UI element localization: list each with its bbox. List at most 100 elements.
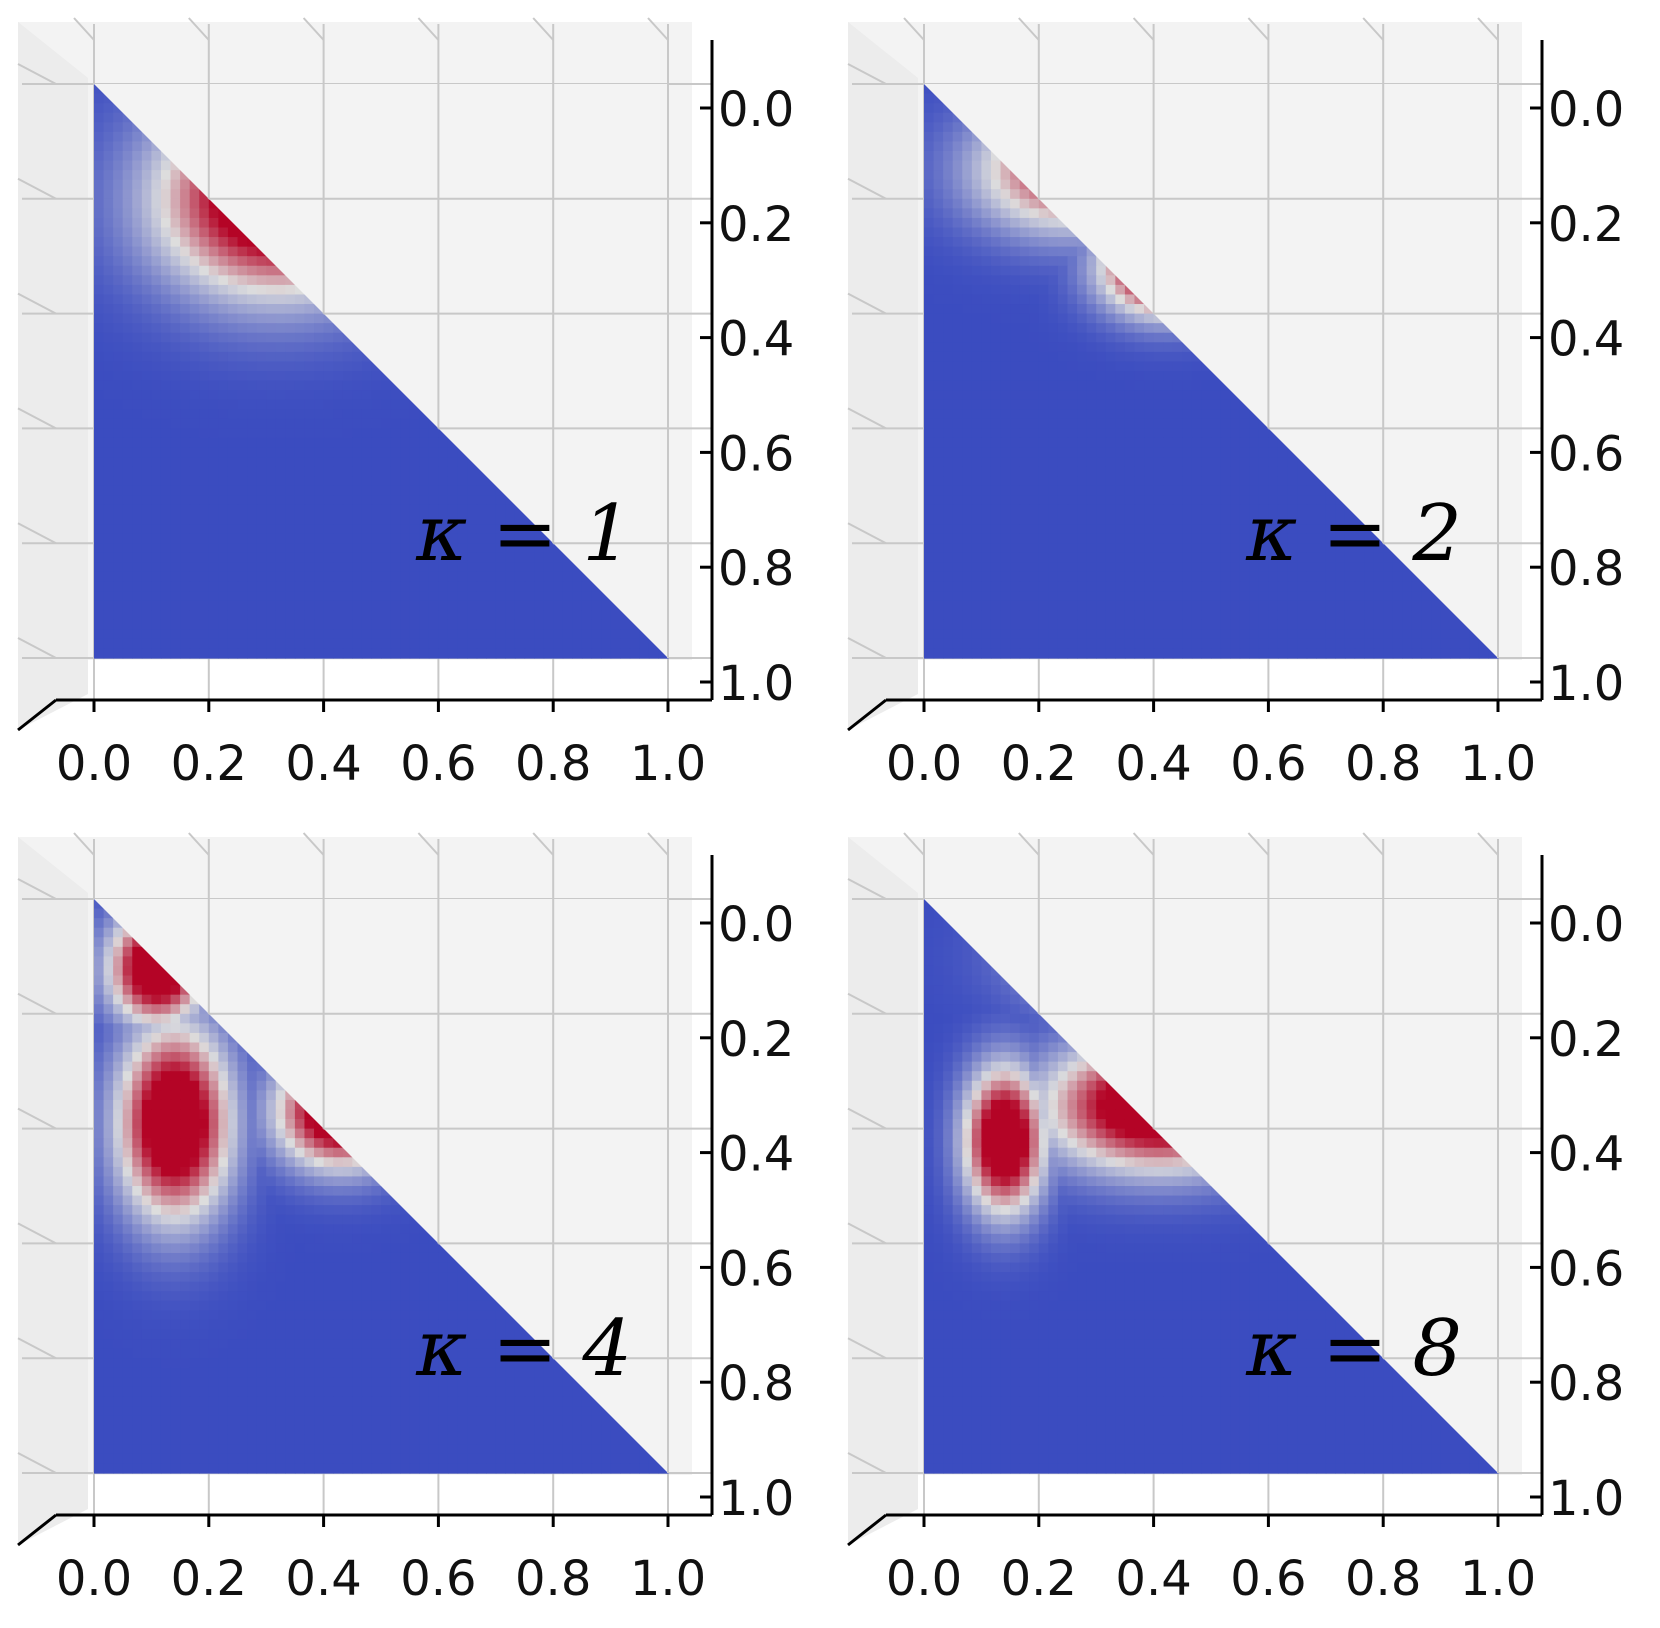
heatmap-cell bbox=[1086, 485, 1097, 496]
heatmap-cell bbox=[553, 562, 564, 573]
heatmap-cell bbox=[1086, 648, 1097, 659]
heatmap-cell bbox=[160, 1042, 172, 1053]
heatmap-cell bbox=[160, 975, 172, 986]
heatmap-cell bbox=[141, 1023, 152, 1034]
heatmap-cell bbox=[1182, 514, 1193, 525]
heatmap-cell bbox=[1057, 428, 1069, 439]
heatmap-cell bbox=[323, 514, 334, 525]
heatmap-cell bbox=[1086, 562, 1097, 573]
heatmap-cell bbox=[1086, 390, 1097, 401]
heatmap-cell bbox=[990, 246, 1002, 257]
heatmap-cell bbox=[400, 409, 411, 420]
heatmap-cell bbox=[218, 552, 229, 563]
heatmap-cell bbox=[237, 275, 248, 286]
heatmap-cell bbox=[113, 1157, 124, 1168]
heatmap-cell bbox=[438, 571, 449, 583]
heatmap-cell bbox=[199, 1119, 210, 1130]
heatmap-cell bbox=[1019, 447, 1030, 458]
heatmap-cell bbox=[361, 466, 373, 477]
heatmap-cell bbox=[256, 610, 267, 621]
heatmap-cell bbox=[323, 552, 334, 563]
heatmap-cell bbox=[1019, 638, 1030, 650]
heatmap-cell bbox=[1067, 227, 1078, 238]
heatmap-cell bbox=[1096, 581, 1107, 592]
heatmap-cell bbox=[943, 514, 954, 525]
heatmap-cell bbox=[1172, 371, 1183, 382]
grid-stub-top bbox=[1018, 17, 1040, 41]
heatmap-cell bbox=[952, 141, 963, 152]
heatmap-cell bbox=[247, 265, 258, 276]
heatmap-cell bbox=[1239, 600, 1250, 611]
heatmap-cell bbox=[1163, 581, 1174, 592]
heatmap-cell bbox=[94, 571, 105, 583]
heatmap-cell bbox=[189, 1243, 200, 1254]
heatmap-cell bbox=[170, 985, 181, 996]
heatmap-cell bbox=[103, 189, 114, 200]
heatmap-cell bbox=[275, 1195, 286, 1206]
heatmap-cell bbox=[132, 514, 143, 525]
heatmap-cell bbox=[1153, 571, 1164, 583]
heatmap-cell bbox=[1182, 418, 1193, 429]
heatmap-cell bbox=[170, 533, 181, 544]
heatmap-cell bbox=[361, 485, 373, 496]
heatmap-cell bbox=[952, 562, 963, 573]
heatmap-cell bbox=[534, 543, 545, 554]
heatmap-cell bbox=[141, 246, 152, 257]
heatmap-cell bbox=[199, 217, 210, 229]
heatmap-cell bbox=[1115, 447, 1126, 458]
heatmap-cell bbox=[1431, 610, 1442, 621]
heatmap-cell bbox=[103, 371, 114, 382]
heatmap-cell bbox=[419, 571, 430, 583]
heatmap-cell bbox=[141, 533, 152, 544]
heatmap-cell bbox=[342, 524, 353, 535]
heatmap-cell bbox=[419, 1329, 430, 1340]
heatmap-cell bbox=[189, 1281, 200, 1292]
heatmap-cell bbox=[141, 1090, 152, 1101]
heatmap-cell bbox=[524, 524, 535, 535]
heatmap-cell bbox=[361, 1166, 373, 1178]
heatmap-cell bbox=[1010, 371, 1021, 382]
heatmap-cell bbox=[180, 447, 191, 458]
heatmap-cell bbox=[122, 275, 133, 286]
heatmap-cell bbox=[361, 1176, 373, 1187]
heatmap-cell bbox=[1115, 610, 1126, 621]
heatmap-cell bbox=[1077, 418, 1088, 429]
heatmap-cell bbox=[247, 1233, 258, 1244]
heatmap-cell bbox=[361, 562, 373, 573]
heatmap-cell bbox=[1115, 457, 1126, 468]
heatmap-cell bbox=[371, 485, 382, 496]
heatmap-cell bbox=[285, 351, 296, 363]
heatmap-cell bbox=[467, 1272, 478, 1283]
heatmap-cell bbox=[94, 1214, 105, 1225]
heatmap-cell bbox=[180, 1099, 191, 1111]
heatmap-cell bbox=[113, 1195, 124, 1206]
heatmap-cell bbox=[962, 380, 973, 391]
heatmap-cell bbox=[151, 619, 162, 630]
heatmap-cell bbox=[122, 619, 133, 630]
heatmap-cell bbox=[103, 112, 114, 123]
heatmap-cell bbox=[1239, 428, 1250, 439]
heatmap-cell bbox=[1134, 581, 1145, 592]
heatmap-cell bbox=[256, 1291, 267, 1302]
heatmap-cell bbox=[1029, 237, 1040, 248]
heatmap-cell bbox=[1124, 332, 1136, 343]
heatmap-cell bbox=[943, 524, 954, 535]
heatmap-cell bbox=[361, 571, 373, 583]
heatmap-cell bbox=[170, 246, 181, 257]
heatmap-cell bbox=[1469, 648, 1480, 659]
heatmap-cell bbox=[208, 581, 219, 592]
heatmap-cell bbox=[1086, 409, 1097, 420]
heatmap-cell bbox=[237, 313, 248, 324]
heatmap-cell bbox=[199, 1252, 210, 1264]
heatmap-cell bbox=[122, 581, 133, 592]
heatmap-cell bbox=[1105, 428, 1116, 439]
heatmap-cell bbox=[247, 246, 258, 257]
heatmap-cell bbox=[266, 1186, 277, 1197]
heatmap-cell bbox=[141, 994, 152, 1005]
heatmap-cell bbox=[419, 1310, 430, 1321]
heatmap-cell bbox=[314, 514, 325, 525]
heatmap-cell bbox=[381, 1319, 392, 1331]
heatmap-cell bbox=[1191, 380, 1203, 391]
heatmap-cell bbox=[990, 476, 1002, 487]
heatmap-cell bbox=[1048, 361, 1059, 372]
